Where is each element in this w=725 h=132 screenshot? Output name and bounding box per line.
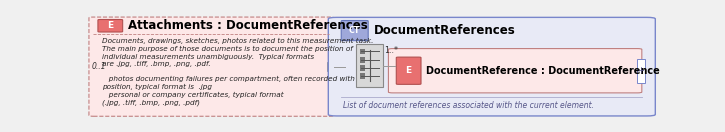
FancyBboxPatch shape (98, 20, 123, 32)
FancyBboxPatch shape (89, 17, 334, 116)
Text: E: E (405, 66, 412, 75)
Text: DocumentReference : DocumentReference: DocumentReference : DocumentReference (426, 66, 659, 76)
FancyBboxPatch shape (397, 57, 421, 84)
Bar (327, 62, 334, 71)
Bar (637, 58, 645, 83)
Bar (360, 73, 365, 79)
Text: Documents, drawings, sketches, photos related to this measurement task.
The main: Documents, drawings, sketches, photos re… (102, 38, 373, 106)
Text: E: E (107, 21, 113, 30)
Bar (360, 65, 365, 71)
Bar (360, 49, 365, 55)
FancyBboxPatch shape (341, 20, 368, 41)
Text: 1..*: 1..* (384, 46, 399, 55)
Text: List of document references associated with the current element.: List of document references associated w… (344, 101, 594, 110)
FancyBboxPatch shape (328, 17, 655, 116)
FancyBboxPatch shape (389, 49, 642, 93)
FancyBboxPatch shape (357, 44, 384, 87)
Text: CT: CT (349, 26, 360, 35)
Text: DocumentReferences: DocumentReferences (374, 24, 515, 37)
Bar (360, 57, 365, 63)
Text: Attachments : DocumentReferences: Attachments : DocumentReferences (128, 19, 368, 32)
Text: 0..1: 0..1 (91, 62, 106, 71)
Text: +: + (637, 66, 645, 75)
